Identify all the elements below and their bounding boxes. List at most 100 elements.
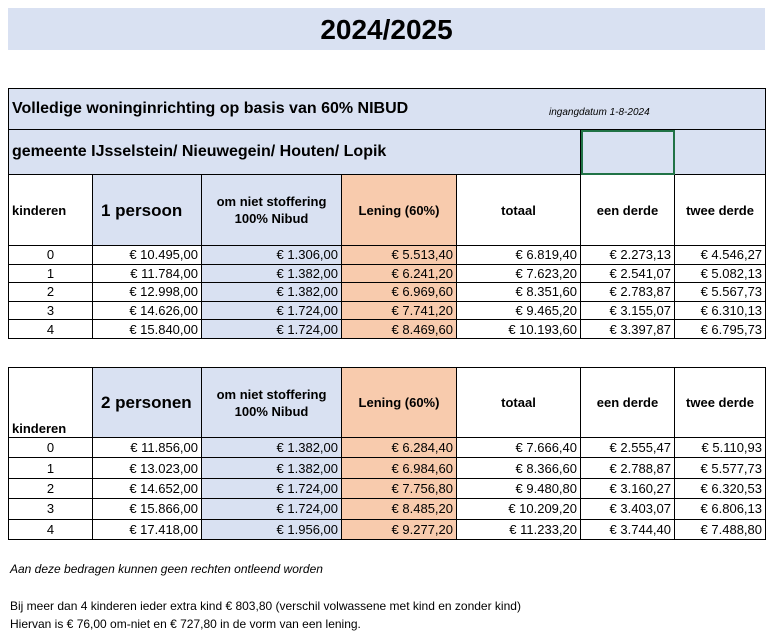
cell-household[interactable]: € 15.840,00 [92, 319, 202, 339]
cell-household[interactable]: € 14.652,00 [92, 477, 202, 500]
cell-om-niet[interactable]: € 1.382,00 [201, 436, 342, 459]
selected-cell[interactable] [580, 129, 675, 175]
cell-kinderen[interactable]: 3 [8, 498, 93, 520]
cell-kinderen[interactable]: 1 [8, 263, 93, 284]
col-lening: Lening (60%) [341, 174, 457, 246]
cell-totaal[interactable]: € 10.209,20 [456, 498, 581, 520]
cell-een-derde[interactable]: € 2.273,13 [580, 245, 675, 265]
cell-household[interactable]: € 11.784,00 [92, 263, 202, 284]
cell-totaal[interactable]: € 10.193,60 [456, 319, 581, 339]
cell-totaal[interactable]: € 9.480,80 [456, 477, 581, 500]
cell-totaal[interactable]: € 8.351,60 [456, 282, 581, 302]
cell-twee-derde[interactable]: € 7.488,80 [674, 518, 766, 540]
cell-totaal[interactable]: € 9.465,20 [456, 300, 581, 321]
cell-household[interactable]: € 11.856,00 [92, 436, 202, 459]
cell-om-niet[interactable]: € 1.724,00 [201, 498, 342, 520]
col-een-derde: een derde [580, 367, 675, 438]
cell-twee-derde[interactable]: € 5.567,73 [673, 282, 767, 302]
cell-een-derde[interactable]: € 3.403,07 [580, 498, 675, 520]
cell-om-niet[interactable]: € 1.382,00 [201, 282, 342, 302]
table-2-personen: kinderen 2 personen om niet stoffering 1… [8, 367, 766, 540]
cell-twee-derde[interactable]: € 6.320,53 [674, 477, 766, 500]
cell-totaal[interactable]: € 7.623,20 [456, 263, 581, 284]
cell-totaal[interactable]: € 11.233,20 [456, 518, 581, 540]
cell-een-derde[interactable]: € 3.155,07 [580, 300, 675, 321]
col-totaal: totaal [456, 367, 581, 438]
cell-household[interactable]: € 13.023,00 [92, 457, 202, 479]
municipalities[interactable]: gemeente IJsselstein/ Nieuwegein/ Houten… [8, 129, 581, 175]
cell-household[interactable]: € 10.495,00 [92, 245, 202, 265]
cell-kinderen[interactable]: 4 [8, 518, 93, 540]
cell-household[interactable]: € 15.866,00 [92, 498, 202, 520]
cell-kinderen[interactable]: 2 [8, 477, 93, 500]
cell-een-derde[interactable]: € 2.783,87 [580, 282, 675, 302]
cell-om-niet[interactable]: € 1.724,00 [201, 319, 342, 339]
table-row: 2 € 12.998,00 € 1.382,00 € 6.969,60 € 8.351,… [8, 282, 767, 302]
col-lening: Lening (60%) [341, 367, 457, 438]
cell-lening[interactable]: € 9.277,20 [341, 518, 457, 540]
table-row: 3 € 15.866,00 € 1.724,00 € 8.485,20 € 10.209… [8, 498, 766, 520]
cell-een-derde[interactable]: € 2.555,47 [580, 436, 675, 459]
cell-twee-derde[interactable]: € 6.806,13 [674, 498, 766, 520]
effective-date: ingangdatum 1-8-2024 [549, 107, 650, 118]
cell-household[interactable]: € 12.998,00 [92, 282, 202, 302]
cell-lening[interactable]: € 6.284,40 [341, 436, 457, 459]
col-kinderen: kinderen [8, 367, 93, 438]
col-household: 1 persoon [92, 174, 202, 246]
table-row: 4 € 15.840,00 € 1.724,00 € 8.469,60 € 10.193… [8, 319, 767, 339]
empty-cell[interactable] [673, 129, 767, 175]
cell-lening[interactable]: € 6.969,60 [341, 282, 457, 302]
cell-lening[interactable]: € 8.469,60 [341, 319, 457, 339]
cell-lening[interactable]: € 6.984,60 [341, 457, 457, 479]
table-row: 0 € 11.856,00 € 1.382,00 € 6.284,40 € 7.666,… [8, 436, 766, 459]
year-banner: 2024/2025 [8, 8, 765, 50]
cell-twee-derde[interactable]: € 4.546,27 [673, 245, 767, 265]
col-om-niet: om niet stoffering 100% Nibud [201, 367, 342, 438]
table-row: 1 € 11.784,00 € 1.382,00 € 6.241,20 € 7.623,… [8, 263, 767, 284]
cell-om-niet[interactable]: € 1.956,00 [201, 518, 342, 540]
note-breakdown: Hiervan is € 76,00 om-niet en € 727,80 i… [10, 617, 361, 631]
cell-twee-derde[interactable]: € 5.110,93 [674, 436, 766, 459]
cell-lening[interactable]: € 6.241,20 [341, 263, 457, 284]
cell-kinderen[interactable]: 4 [8, 319, 93, 339]
cell-twee-derde[interactable]: € 6.310,13 [673, 300, 767, 321]
cell-totaal[interactable]: € 7.666,40 [456, 436, 581, 459]
cell-een-derde[interactable]: € 3.160,27 [580, 477, 675, 500]
cell-om-niet[interactable]: € 1.306,00 [201, 245, 342, 265]
table-1-persoon: Volledige woninginrichting op basis van … [7, 88, 767, 339]
cell-kinderen[interactable]: 3 [8, 300, 93, 321]
cell-twee-derde[interactable]: € 5.082,13 [673, 263, 767, 284]
cell-om-niet[interactable]: € 1.382,00 [201, 457, 342, 479]
cell-totaal[interactable]: € 8.366,60 [456, 457, 581, 479]
cell-een-derde[interactable]: € 2.541,07 [580, 263, 675, 284]
main-title-cell[interactable]: Volledige woninginrichting op basis van … [7, 88, 767, 130]
col-een-derde: een derde [580, 174, 675, 246]
table-row: 0 € 10.495,00 € 1.306,00 € 5.513,40 € 6.819,… [8, 245, 767, 265]
cell-een-derde[interactable]: € 3.744,40 [580, 518, 675, 540]
cell-lening[interactable]: € 5.513,40 [341, 245, 457, 265]
cell-kinderen[interactable]: 1 [8, 457, 93, 479]
cell-lening[interactable]: € 8.485,20 [341, 498, 457, 520]
cell-een-derde[interactable]: € 3.397,87 [580, 319, 675, 339]
cell-lening[interactable]: € 7.741,20 [341, 300, 457, 321]
cell-lening[interactable]: € 7.756,80 [341, 477, 457, 500]
table-row: 2 € 14.652,00 € 1.724,00 € 7.756,80 € 9.480,… [8, 477, 766, 500]
cell-om-niet[interactable]: € 1.382,00 [201, 263, 342, 284]
cell-kinderen[interactable]: 0 [8, 436, 93, 459]
col-totaal: totaal [456, 174, 581, 246]
cell-totaal[interactable]: € 6.819,40 [456, 245, 581, 265]
table-row: 3 € 14.626,00 € 1.724,00 € 7.741,20 € 9.465,… [8, 300, 767, 321]
cell-een-derde[interactable]: € 2.788,87 [580, 457, 675, 479]
col-om-niet: om niet stoffering 100% Nibud [201, 174, 342, 246]
cell-twee-derde[interactable]: € 5.577,73 [674, 457, 766, 479]
cell-household[interactable]: € 14.626,00 [92, 300, 202, 321]
cell-kinderen[interactable]: 0 [8, 245, 93, 265]
cell-om-niet[interactable]: € 1.724,00 [201, 300, 342, 321]
cell-twee-derde[interactable]: € 6.795,73 [673, 319, 767, 339]
cell-household[interactable]: € 17.418,00 [92, 518, 202, 540]
col-twee-derde: twee derde [673, 174, 767, 246]
cell-om-niet[interactable]: € 1.724,00 [201, 477, 342, 500]
col-kinderen: kinderen [8, 174, 93, 246]
cell-kinderen[interactable]: 2 [8, 282, 93, 302]
table-row: 4 € 17.418,00 € 1.956,00 € 9.277,20 € 11.233… [8, 518, 766, 540]
